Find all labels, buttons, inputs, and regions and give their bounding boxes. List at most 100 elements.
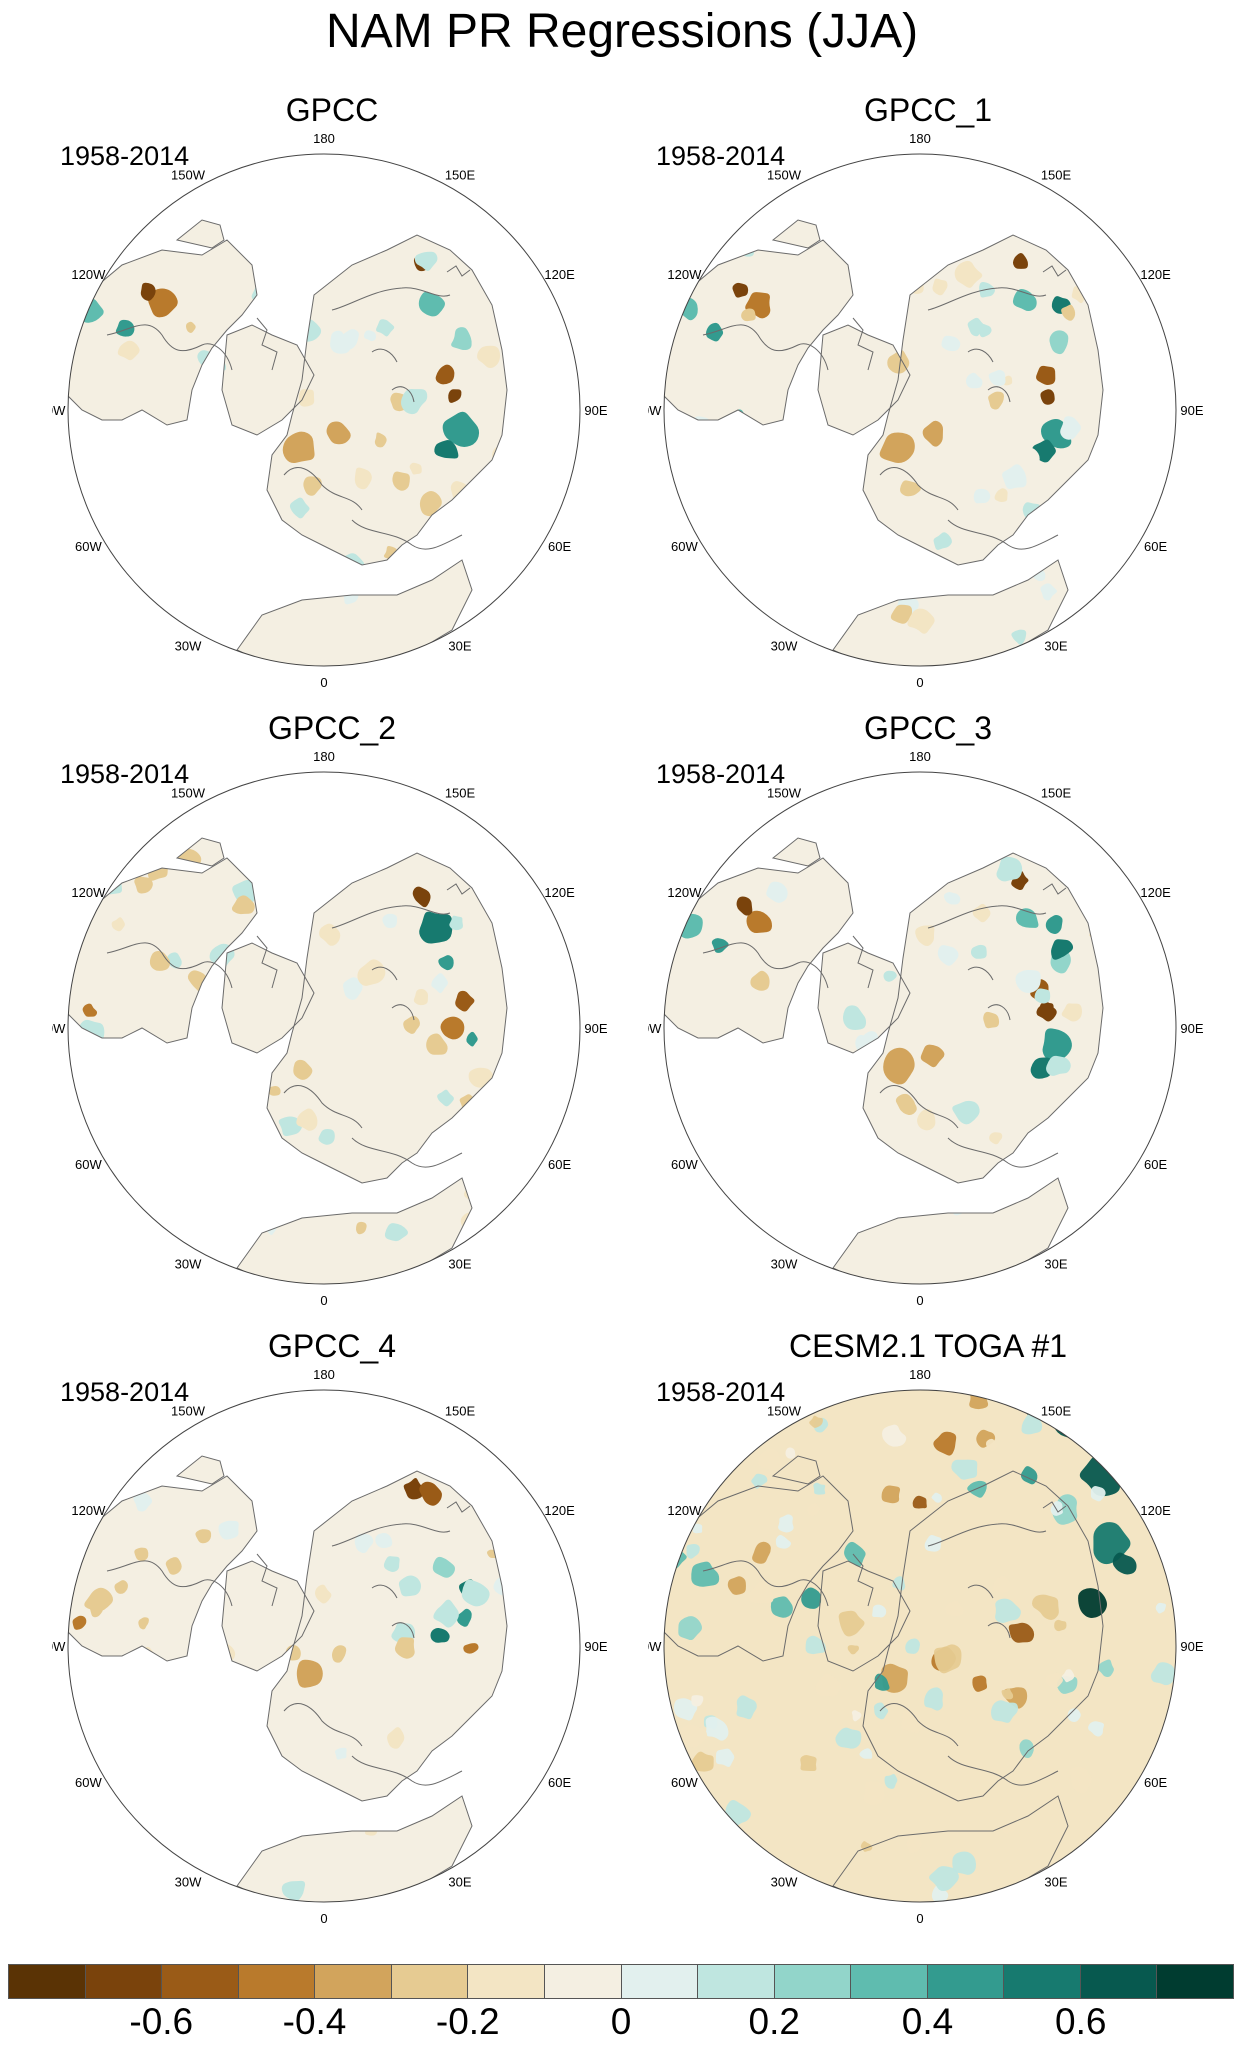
field-contour (298, 389, 315, 407)
colorbar-labels: -0.6 -0.4 -0.2 0 0.2 0.4 0.6 (8, 2000, 1234, 2045)
longitude-label: 90E (1180, 403, 1203, 418)
field-contour (1040, 389, 1055, 405)
field-contour (392, 471, 410, 491)
field-contour (1019, 1739, 1034, 1758)
field-contour (678, 1616, 702, 1641)
field-contour (303, 476, 322, 496)
coastline (331, 905, 451, 929)
longitude-label: 60W (75, 1775, 102, 1790)
field-contour (809, 1415, 823, 1428)
field-contour (418, 291, 445, 317)
field-contour (1045, 915, 1063, 935)
field-contour (363, 186, 373, 196)
field-contour (851, 1710, 862, 1722)
field-contour (715, 1748, 735, 1767)
coastline (664, 239, 854, 426)
field-contour (1003, 375, 1013, 386)
field-contour (362, 806, 385, 826)
field-contour (387, 1727, 405, 1749)
colorbar-swatch (621, 1965, 699, 1998)
field-contour (801, 1587, 822, 1609)
longitude-label: 150E (445, 785, 476, 800)
field-contour (291, 1456, 304, 1460)
field-contour (989, 1132, 1003, 1145)
coastline (879, 1085, 959, 1129)
field-contour (917, 1108, 936, 1131)
field-contour (79, 1019, 105, 1045)
field-contour (982, 183, 1007, 205)
longitude-label: 30E (1044, 1875, 1067, 1890)
coastline (351, 1137, 463, 1168)
longitude-label: 30E (448, 1875, 471, 1890)
field-contour (247, 1139, 269, 1161)
longitude-label: 60E (1144, 1157, 1167, 1172)
field-contour (342, 977, 363, 1000)
field-contour (419, 1481, 442, 1506)
field-contour (1040, 583, 1057, 601)
field-contour (815, 1673, 842, 1697)
field-contour (354, 467, 372, 490)
field-contour (1089, 922, 1103, 941)
field-contour (289, 497, 310, 519)
field-contour (274, 1040, 286, 1053)
coastline (446, 883, 471, 895)
coastline (852, 935, 874, 989)
coastline (371, 348, 398, 363)
coastline (283, 1085, 363, 1129)
longitude-label: 120E (1140, 1503, 1171, 1518)
field-contour (282, 1508, 292, 1518)
field-contour (1014, 447, 1040, 467)
coastline (371, 966, 398, 981)
coastline (987, 1004, 1011, 1021)
field-contour (705, 1716, 729, 1741)
field-contour (879, 432, 915, 463)
field-contour (1112, 1552, 1137, 1575)
coastline (771, 219, 821, 249)
period-label: 1958-2014 (60, 759, 190, 789)
longitude-label: 90W (52, 403, 66, 418)
colorbar-tick-label: -0.2 (435, 2001, 500, 2042)
longitude-label: 0 (916, 1293, 923, 1308)
polar-map: 180 150E 120E 90E 60E 30E 0 30W 60W 90W 120W 150W (648, 749, 1204, 1308)
coastline (391, 1622, 415, 1639)
panel-title: GPCC (285, 92, 379, 128)
field-contour (296, 1108, 318, 1131)
field-contour (744, 1184, 756, 1198)
coastline (256, 935, 278, 989)
coastline (283, 467, 363, 511)
field-contour (477, 345, 501, 369)
map-border (67, 1389, 581, 1903)
coastline (256, 1553, 278, 1607)
longitude-label: 60E (1144, 539, 1167, 554)
period-label: 1958-2014 (60, 1377, 190, 1407)
field-contour (374, 432, 387, 448)
field-contour (872, 1604, 887, 1618)
field-contour (1034, 988, 1051, 1004)
field-contour (811, 436, 829, 456)
coastline (351, 519, 463, 550)
longitude-label: 60W (75, 1157, 102, 1172)
field-contour (954, 260, 983, 288)
panel-title: GPCC_1 (863, 92, 993, 128)
field-contour (330, 330, 352, 354)
field-contour (389, 1426, 408, 1446)
field-contour (82, 1003, 98, 1017)
coastline (68, 857, 258, 1044)
field-contour (217, 1066, 231, 1081)
field-contour (887, 349, 910, 374)
field-contour (801, 1151, 826, 1175)
field-contour (234, 1416, 254, 1444)
field-contour (932, 278, 948, 296)
field-contour (1054, 1619, 1067, 1632)
coastline (987, 386, 1011, 403)
colorbar-swatch (544, 1965, 622, 1998)
longitude-label: 150E (1041, 167, 1072, 182)
field-contour (1090, 1485, 1106, 1502)
field-contour (965, 372, 983, 389)
map-panel: GPCC_1 180 150E 120E 90E 60E 30E 0 30W 60W 90W 120W… (648, 90, 1208, 690)
field-contour (736, 1695, 757, 1720)
colorbar-swatch (468, 1965, 545, 1998)
field-contour (460, 1212, 484, 1232)
field-contour (375, 1532, 393, 1549)
field-contour (1129, 435, 1147, 455)
